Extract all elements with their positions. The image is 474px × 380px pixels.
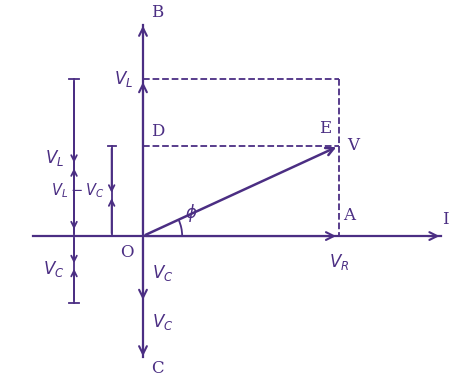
Text: C: C [151,360,164,377]
Text: V: V [346,138,359,154]
Text: D: D [151,123,164,140]
Text: $V_C$: $V_C$ [43,260,64,279]
Text: E: E [319,120,331,136]
Text: $V_C$: $V_C$ [152,312,174,332]
Text: $V_L$: $V_L$ [114,70,134,89]
Text: O: O [120,244,134,261]
Text: $V_L$: $V_L$ [46,148,64,168]
Text: $V_R$: $V_R$ [328,252,349,272]
Text: $\phi$: $\phi$ [185,202,198,224]
Text: A: A [343,207,355,224]
Text: I: I [442,211,449,228]
Text: B: B [151,3,163,21]
Text: $V_L-V_C$: $V_L-V_C$ [51,182,104,200]
Text: $V_C$: $V_C$ [152,263,174,283]
